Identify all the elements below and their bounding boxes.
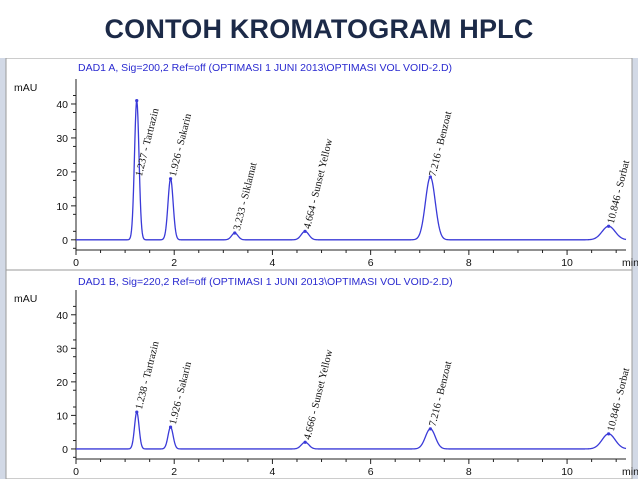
x-tick-label: 8	[466, 257, 472, 269]
y-axis-unit: mAU	[14, 82, 37, 94]
y-tick-label: 30	[56, 343, 68, 355]
x-tick-label: 10	[561, 257, 573, 269]
peak-apex-marker	[303, 229, 307, 233]
y-tick-label: 10	[56, 201, 68, 213]
panel-dad1-b: DAD1 B, Sig=220,2 Ref=off (OPTIMASI 1 JU…	[5, 269, 638, 479]
y-tick-label: 40	[56, 99, 68, 111]
y-tick-label: 30	[56, 133, 68, 145]
x-tick-label: 4	[270, 257, 276, 269]
panel-header: DAD1 B, Sig=220,2 Ref=off (OPTIMASI 1 JU…	[78, 276, 453, 288]
signal-trace	[76, 410, 627, 450]
x-tick-label: 8	[466, 466, 472, 478]
x-tick-label: 6	[368, 466, 374, 478]
x-axis-unit: min	[622, 257, 638, 269]
panel-background	[5, 269, 633, 479]
chromatogram-figure: DAD1 A, Sig=200,2 Ref=off (OPTIMASI 1 JU…	[5, 58, 638, 479]
y-axis-unit: mAU	[14, 293, 37, 305]
peak-apex-marker	[607, 432, 611, 436]
panel-header: DAD1 A, Sig=200,2 Ref=off (OPTIMASI 1 JU…	[78, 62, 452, 74]
y-tick-label: 0	[62, 235, 68, 247]
peak-apex-marker	[233, 231, 237, 235]
peak-apex-marker	[168, 177, 173, 181]
peak-apex-marker	[168, 425, 173, 429]
x-tick-label: 2	[171, 466, 177, 478]
x-tick-label: 0	[73, 466, 79, 478]
peak-apex-marker	[135, 98, 139, 103]
x-axis-unit: min	[622, 466, 638, 478]
slide-title: CONTOH KROMATOGRAM HPLC	[104, 14, 534, 44]
panel-background	[5, 58, 633, 271]
x-tick-label: 10	[561, 466, 573, 478]
y-tick-label: 20	[56, 377, 68, 389]
y-tick-label: 40	[56, 310, 68, 322]
peak-apex-marker	[607, 224, 611, 228]
peak-apex-marker	[428, 427, 432, 431]
signal-trace	[76, 100, 627, 241]
peak-apex-marker	[303, 440, 307, 444]
x-tick-label: 4	[270, 466, 276, 478]
peak-apex-marker	[135, 410, 139, 414]
x-tick-label: 0	[73, 257, 79, 269]
y-tick-label: 10	[56, 410, 68, 422]
y-tick-label: 0	[62, 444, 68, 456]
x-tick-label: 2	[171, 257, 177, 269]
panel-dad1-a: DAD1 A, Sig=200,2 Ref=off (OPTIMASI 1 JU…	[5, 58, 638, 271]
y-tick-label: 20	[56, 167, 68, 179]
peak-apex-marker	[428, 175, 432, 179]
x-tick-label: 6	[368, 257, 374, 269]
